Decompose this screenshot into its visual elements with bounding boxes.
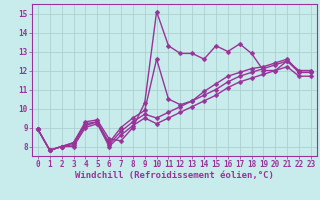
X-axis label: Windchill (Refroidissement éolien,°C): Windchill (Refroidissement éolien,°C) <box>75 171 274 180</box>
